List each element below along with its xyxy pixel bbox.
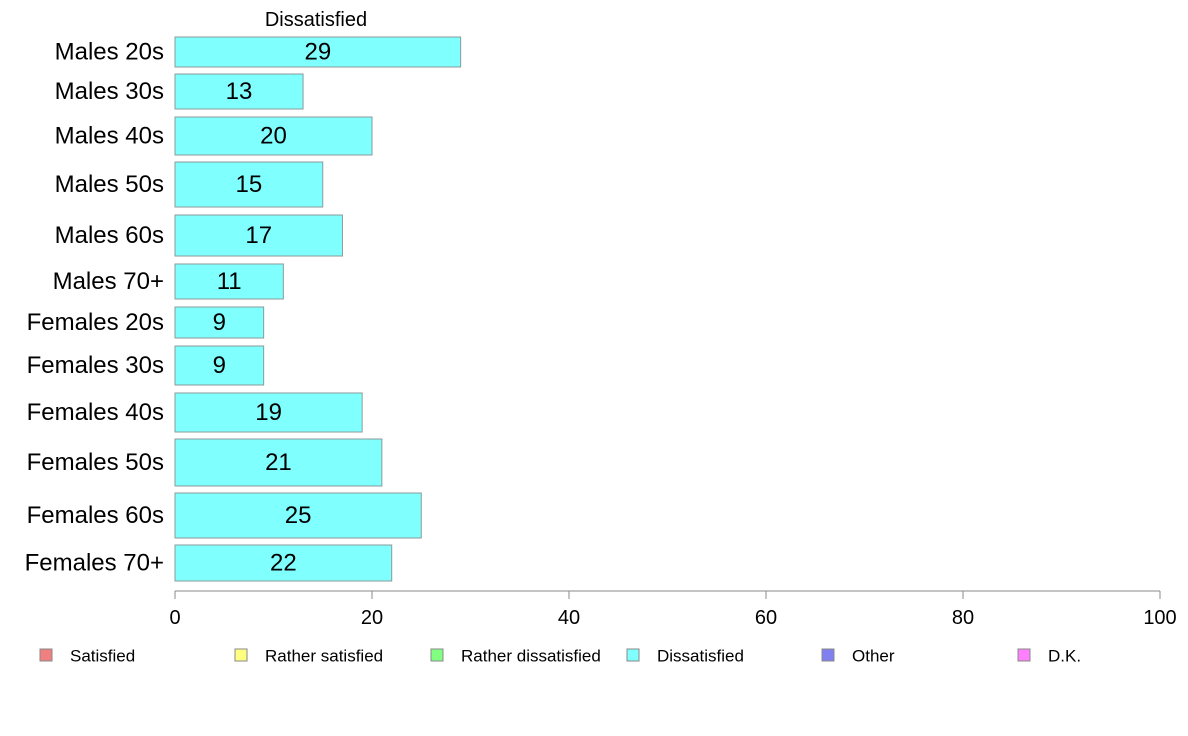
legend-swatch xyxy=(234,648,248,662)
legend: Satisfied Rather satisfied Rather dissatis… xyxy=(39,647,1081,666)
x-tick-label: 20 xyxy=(361,607,383,629)
bar xyxy=(174,36,462,68)
data-label: 25 xyxy=(285,502,312,529)
legend-label: Other xyxy=(852,647,895,666)
data-label: 13 xyxy=(226,78,253,105)
legend-label: Rather dissatisfied xyxy=(461,647,601,666)
legend-swatch xyxy=(39,648,53,662)
legend-label: Satisfied xyxy=(70,647,135,666)
category-label: Males 60s xyxy=(55,222,164,249)
legend-swatch xyxy=(1017,648,1031,662)
category-label: Males 50s xyxy=(55,171,164,198)
bar xyxy=(174,345,265,386)
bar xyxy=(174,492,422,539)
bars-layer: Males 20s 29 Males 30s 13 Males 40s 20 Males 5… xyxy=(25,36,462,582)
data-label: 22 xyxy=(270,550,297,577)
series-title: Dissatisfied xyxy=(265,9,367,31)
category-label: Males 20s xyxy=(55,39,164,66)
data-label: 19 xyxy=(255,399,282,426)
legend-label: D.K. xyxy=(1048,647,1081,666)
x-tick-label: 100 xyxy=(1143,607,1176,629)
bar xyxy=(174,263,284,300)
category-label: Males 40s xyxy=(55,123,164,150)
data-label: 17 xyxy=(245,222,272,249)
data-label: 11 xyxy=(217,268,242,295)
bar xyxy=(174,214,343,257)
x-tick-label: 40 xyxy=(558,607,580,629)
data-label: 29 xyxy=(304,39,331,66)
category-label: Females 20s xyxy=(27,309,164,336)
bar xyxy=(174,544,393,582)
category-label: Females 30s xyxy=(27,352,164,379)
legend-swatch xyxy=(430,648,444,662)
legend-swatch xyxy=(626,648,640,662)
category-label: Males 30s xyxy=(55,78,164,105)
bar xyxy=(174,161,324,208)
bar xyxy=(174,73,304,110)
legend-label: Dissatisfied xyxy=(657,647,744,666)
x-tick-label: 0 xyxy=(169,607,180,629)
x-tick-label: 60 xyxy=(755,607,777,629)
data-label: 9 xyxy=(213,352,226,379)
data-label: 21 xyxy=(265,449,292,476)
legend-label: Rather satisfied xyxy=(265,647,383,666)
data-label: 9 xyxy=(213,309,226,336)
bar xyxy=(174,392,363,433)
category-label: Females 40s xyxy=(27,399,164,426)
bar xyxy=(174,438,383,487)
bar xyxy=(174,116,373,156)
data-label: 20 xyxy=(260,123,287,150)
bar xyxy=(174,306,265,339)
data-label: 15 xyxy=(236,171,263,198)
category-label: Females 50s xyxy=(27,449,164,476)
category-label: Females 60s xyxy=(27,502,164,529)
x-axis: 0 20 40 60 80 100 xyxy=(169,590,1177,629)
legend-swatch xyxy=(821,648,835,662)
x-tick-label: 80 xyxy=(952,607,974,629)
category-label: Males 70+ xyxy=(53,268,164,295)
category-label: Females 70+ xyxy=(25,550,164,577)
